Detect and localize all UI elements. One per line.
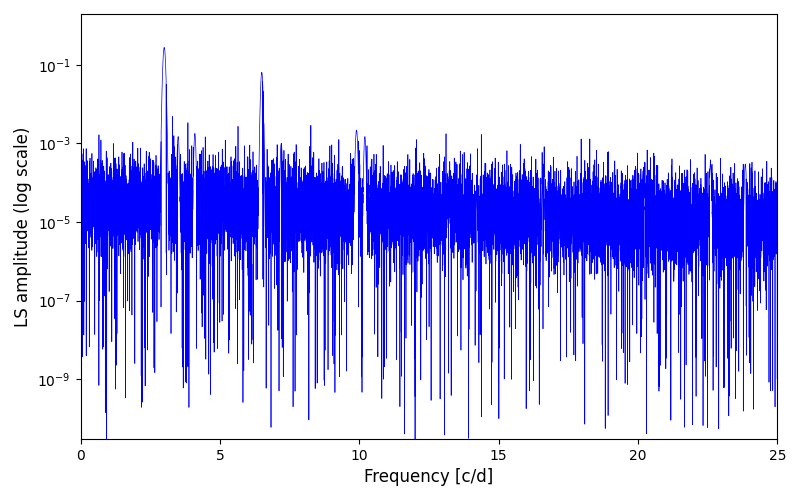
X-axis label: Frequency [c/d]: Frequency [c/d] — [364, 468, 494, 486]
Y-axis label: LS amplitude (log scale): LS amplitude (log scale) — [14, 126, 32, 326]
